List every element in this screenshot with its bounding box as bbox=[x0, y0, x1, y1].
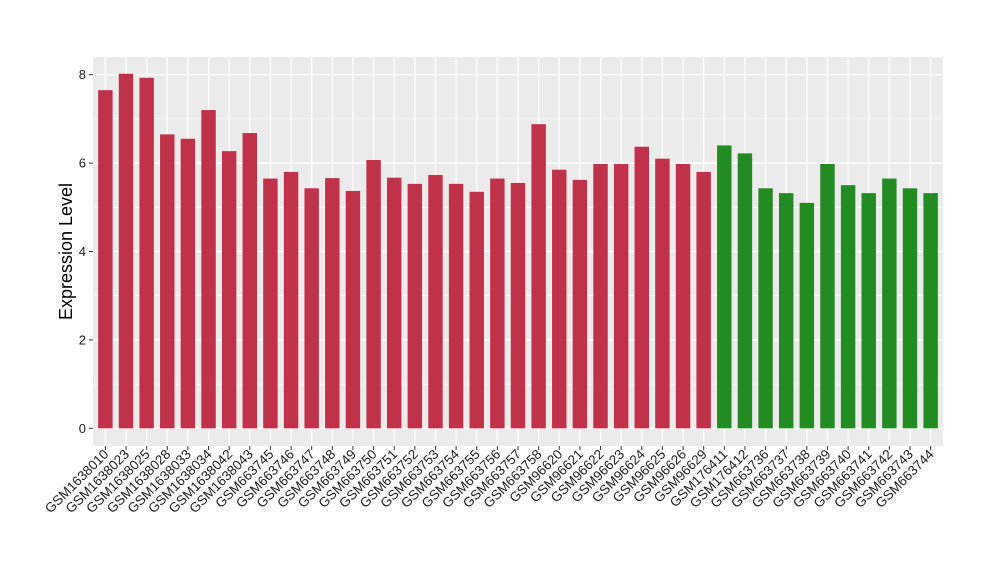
bar-GSM1638034 bbox=[201, 110, 216, 429]
bar-GSM1638028 bbox=[160, 134, 175, 429]
bar-GSM96626 bbox=[675, 163, 691, 429]
bar-GSM663758 bbox=[531, 124, 546, 429]
bar-GSM1638010 bbox=[98, 90, 113, 429]
bar-GSM663743 bbox=[902, 188, 918, 429]
bar-GSM663746 bbox=[283, 171, 299, 429]
bar-GSM663754 bbox=[448, 183, 464, 429]
bar-GSM663741 bbox=[861, 193, 876, 429]
bar-GSM1638043 bbox=[242, 133, 258, 429]
bar-GSM663751 bbox=[386, 177, 402, 429]
bar-GSM663740 bbox=[840, 185, 856, 429]
bar-GSM663742 bbox=[882, 178, 897, 429]
bar-GSM1638042 bbox=[221, 151, 237, 429]
bar-GSM663756 bbox=[490, 178, 505, 429]
bar-GSM663749 bbox=[345, 190, 361, 429]
bar-GSM663753 bbox=[428, 175, 443, 429]
bar-GSM663738 bbox=[799, 202, 815, 429]
bars bbox=[98, 73, 938, 429]
bar-GSM96621 bbox=[572, 179, 588, 429]
bar-GSM663752 bbox=[407, 183, 423, 429]
x-axis: GSM1638010GSM1638023GSM1638025GSM1638028… bbox=[42, 446, 937, 516]
bar-GSM663757 bbox=[510, 182, 526, 429]
y-tick-label: 2 bbox=[79, 332, 86, 347]
y-tick-label: 6 bbox=[79, 156, 86, 171]
y-axis-label: Expression Level bbox=[56, 183, 76, 320]
bar-GSM96624 bbox=[634, 146, 650, 429]
bar-GSM1638025 bbox=[139, 77, 154, 429]
bar-GSM663748 bbox=[325, 178, 340, 429]
y-tick-label: 0 bbox=[79, 421, 86, 436]
y-tick-label: 8 bbox=[79, 67, 86, 82]
bar-GSM96620 bbox=[552, 169, 567, 429]
bar-GSM663747 bbox=[304, 188, 319, 429]
bar-GSM96629 bbox=[696, 171, 711, 429]
bar-GSM96623 bbox=[613, 163, 629, 429]
bar-GSM96622 bbox=[593, 163, 608, 429]
bar-GSM1638023 bbox=[118, 73, 134, 429]
bar-GSM1638033 bbox=[180, 138, 196, 429]
bar-GSM663736 bbox=[758, 188, 773, 429]
bar-GSM176412 bbox=[737, 153, 753, 429]
bar-GSM663745 bbox=[263, 178, 278, 429]
bar-GSM663744 bbox=[923, 193, 938, 429]
bar-GSM176411 bbox=[717, 145, 732, 429]
bar-GSM663755 bbox=[469, 191, 484, 429]
y-axis: 0 2 4 6 8 bbox=[79, 67, 93, 436]
bar-GSM96625 bbox=[655, 158, 670, 429]
bar-GSM663750 bbox=[366, 159, 381, 429]
bar-GSM663739 bbox=[820, 163, 835, 429]
bar-GSM663737 bbox=[778, 193, 794, 429]
y-tick-label: 4 bbox=[79, 244, 86, 259]
